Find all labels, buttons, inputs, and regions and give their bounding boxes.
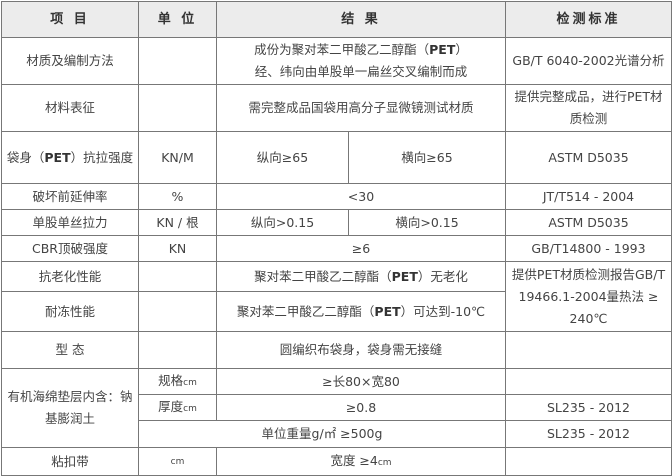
- header-row: 项 目 单 位 结 果 检测标准: [1, 1, 672, 38]
- result-transverse: 横向>0.15: [348, 209, 506, 236]
- pet-text: PET: [44, 149, 71, 165]
- table-row: 袋身（PET）抗拉强度 KN/M 纵向≥65 横向≥65 ASTM D5035: [1, 131, 672, 184]
- result-longitudinal: 纵向≥65: [216, 131, 349, 184]
- unit-cell: KN / 根: [138, 209, 217, 236]
- result-text: 聚对苯二甲酸乙二醇酯（: [236, 303, 375, 319]
- item-text: 袋身（: [6, 149, 45, 165]
- result-suffix: cm: [377, 457, 392, 468]
- item-cell: 抗老化性能: [1, 261, 139, 292]
- result-text: ）可达到-10℃: [400, 303, 486, 319]
- item-cell: 粘扣带: [1, 447, 139, 476]
- header-item: 项 目: [1, 1, 139, 38]
- unit-cell: KN/M: [138, 131, 217, 184]
- standard-cell: GB/T 6040-2002光谱分析: [505, 37, 672, 85]
- unit-suffix: cm: [183, 403, 197, 414]
- item-cell: 破坏前延伸率: [1, 183, 139, 210]
- item-cell: 有机海绵垫层内含：钠基膨润土: [1, 368, 139, 448]
- result-cell: 需完整成品国袋用高分子显微镜测试材质: [216, 84, 506, 132]
- standard-cell: 提供完整成品，进行PET材质检测: [505, 84, 672, 132]
- result-transverse: 横向≥65: [348, 131, 506, 184]
- item-cell: 材质及编制方法: [1, 37, 139, 85]
- pet-text: PET: [391, 268, 418, 284]
- item-cell: 型 态: [1, 331, 139, 369]
- unit-cell: [138, 291, 217, 332]
- result-text: ）无老化: [417, 268, 468, 284]
- result-longitudinal: 纵向>0.15: [216, 209, 349, 236]
- result-cell: 单位重量g/㎡ ≥500g: [138, 420, 506, 448]
- unit-cell: cm: [138, 447, 217, 476]
- result-cell: 聚对苯二甲酸乙二醇酯（PET）可达到-10℃: [216, 291, 506, 332]
- standard-cell: SL235 - 2012: [505, 420, 672, 448]
- result-cell: ≥长80×宽80: [216, 368, 506, 395]
- unit-cell: [138, 261, 217, 292]
- result-text: 聚对苯二甲酸乙二醇酯（: [254, 268, 392, 284]
- result-cell: 成份为聚对苯二甲酸乙二醇酯（PET） 经、纬向由单股单一扁丝交叉编制而成: [216, 37, 506, 85]
- result-cell: 圆编织布袋身，袋身需无接缝: [216, 331, 506, 369]
- item-cell: CBR顶破强度: [1, 235, 139, 262]
- standard-cell: ASTM D5035: [505, 131, 672, 184]
- standard-cell: [505, 331, 672, 369]
- result-cell: ≥0.8: [216, 394, 506, 421]
- table-row: 粘扣带 cm 宽度 ≥4cm: [1, 447, 672, 476]
- unit-cell: 规格cm: [138, 368, 217, 395]
- unit-cell: 厚度cm: [138, 394, 217, 421]
- header-unit: 单 位: [138, 1, 217, 38]
- item-cell: 材料表征: [1, 84, 139, 132]
- result-text: 成份为聚对苯二甲酸乙二醇酯（: [254, 42, 430, 57]
- table-row: 厚度cm ≥0.8 SL235 - 2012: [2, 394, 672, 421]
- result-text: 经、纬向由单股单一扁丝交叉编制而成: [254, 64, 468, 79]
- item-cell: 耐冻性能: [1, 291, 139, 332]
- pet-text: PET: [429, 42, 456, 57]
- table-row: 破坏前延伸率 % <30 JT/T514 - 2004: [1, 183, 672, 210]
- standard-cell: JT/T514 - 2004: [505, 183, 672, 210]
- unit-cell: [138, 37, 217, 85]
- unit-cell: %: [138, 183, 217, 210]
- result-cell: ≥6: [216, 235, 506, 262]
- table-row: 型 态 圆编织布袋身，袋身需无接缝: [1, 331, 672, 369]
- header-standard: 检测标准: [505, 1, 672, 38]
- standard-cell: GB/T14800 - 1993: [505, 235, 672, 262]
- table-row: 抗老化性能 聚对苯二甲酸乙二醇酯（PET）无老化 提供PET材质检测报告GB/T…: [1, 261, 672, 332]
- item-cell: 单股单丝拉力: [1, 209, 139, 236]
- result-text: ）: [455, 42, 468, 57]
- result-cell: <30: [216, 183, 506, 210]
- table-row: 材质及编制方法 成份为聚对苯二甲酸乙二醇酯（PET） 经、纬向由单股单一扁丝交叉编…: [1, 37, 672, 85]
- result-text: 宽度 ≥4: [330, 452, 378, 468]
- unit-cell: [138, 331, 217, 369]
- unit-cell: KN: [138, 235, 217, 262]
- unit-text: 规格: [158, 372, 184, 388]
- standard-cell: 提供PET材质检测报告GB/T 19466.1-2004量热法 ≥ 240℃: [505, 261, 672, 332]
- unit-suffix: cm: [183, 377, 197, 388]
- result-cell: 聚对苯二甲酸乙二醇酯（PET）无老化: [216, 261, 506, 292]
- pet-text: PET: [374, 303, 401, 319]
- table-row: 材料表征 需完整成品国袋用高分子显微镜测试材质 提供完整成品，进行PET材质检测: [1, 84, 672, 132]
- table-row: 有机海绵垫层内含：钠基膨润土 规格cm ≥长80×宽80: [1, 368, 672, 448]
- table-row: 单股单丝拉力 KN / 根 纵向>0.15 横向>0.15 ASTM D5035: [1, 209, 672, 236]
- standard-cell: SL235 - 2012: [505, 394, 672, 421]
- standard-cell: ASTM D5035: [505, 209, 672, 236]
- item-text: ）抗拉强度: [70, 149, 134, 165]
- unit-cell: [138, 84, 217, 132]
- header-result: 结 果: [216, 1, 506, 38]
- standard-cell: [505, 368, 672, 395]
- standard-cell: [505, 447, 672, 476]
- unit-text: 厚度: [158, 398, 184, 414]
- table-row: CBR顶破强度 KN ≥6 GB/T14800 - 1993: [1, 235, 672, 262]
- item-cell: 袋身（PET）抗拉强度: [1, 131, 139, 184]
- result-cell: 宽度 ≥4cm: [216, 447, 506, 476]
